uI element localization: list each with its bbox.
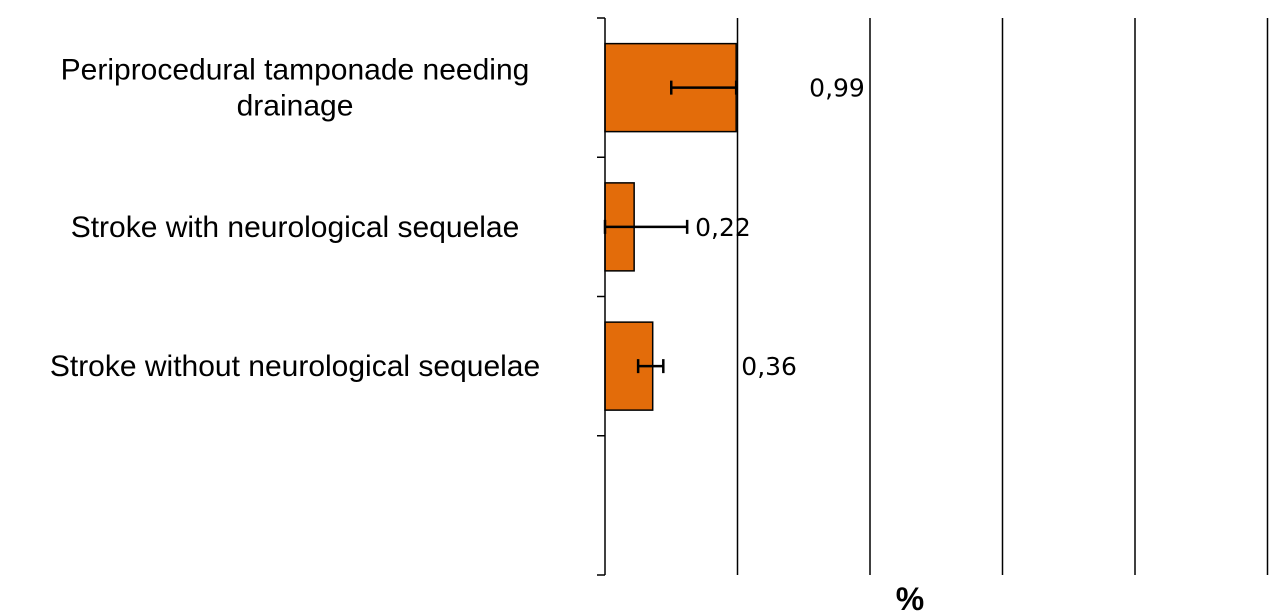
category-label-3: Stroke without neurological sequelae (50, 350, 540, 383)
category-label-1: Periprocedural tamponade needing drainage (61, 54, 530, 123)
value-label-2: 0,22 (695, 213, 751, 242)
error-bar-1 (670, 80, 738, 95)
y-axis (597, 17, 606, 576)
gridlines (736, 18, 1269, 575)
value-label-1: 0,99 (809, 74, 865, 103)
error-bar-3 (636, 359, 665, 374)
x-axis-label: % (896, 581, 924, 613)
category-label-2: Stroke with neurological sequelae (71, 211, 520, 244)
value-label-3: 0,36 (741, 352, 797, 381)
value-labels: 0,99 0,22 0,36 (695, 74, 865, 382)
category-labels: Periprocedural tamponade needing drainage… (50, 54, 540, 384)
